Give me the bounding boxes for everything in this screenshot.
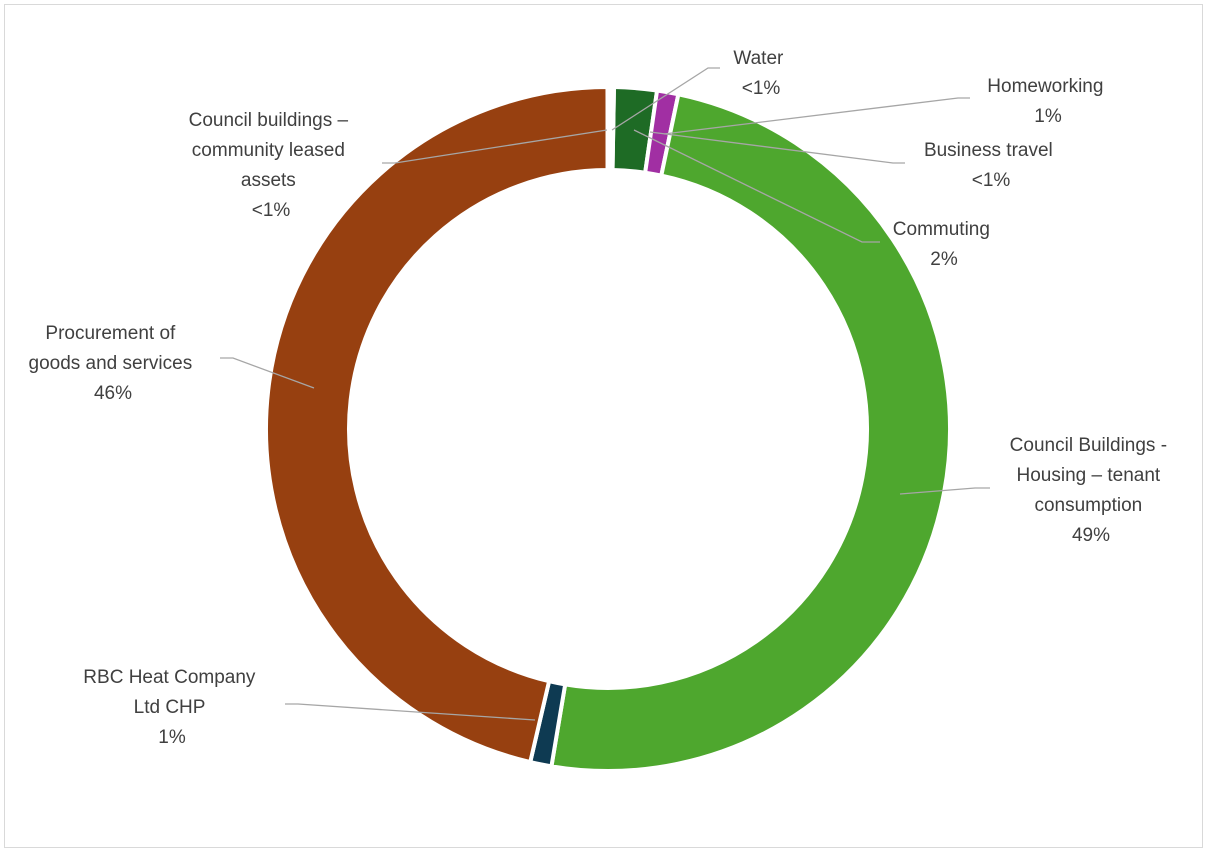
slice-procurement-of-goods-and-services (264, 84, 610, 765)
leader-line-community (382, 129, 608, 164)
leader-line-business-travel (649, 131, 905, 164)
slice-business-travel (608, 84, 617, 173)
label-homeworking: Homeworking 1% (987, 76, 1108, 127)
leader-line-housing (899, 487, 990, 495)
label-procurement: Procurement of goods and services 46% (29, 323, 198, 404)
leader-line-homeworking (663, 97, 970, 135)
leader-line-water (611, 67, 720, 131)
chart-frame (4, 4, 1203, 848)
label-business-travel: Business travel <1% (924, 140, 1058, 191)
label-housing: Council Buildings - Housing – tenant con… (1010, 435, 1173, 546)
label-commuting: Commuting 2% (893, 219, 995, 270)
label-rbc: RBC Heat Company Ltd CHP 1% (83, 667, 260, 748)
label-community: Council buildings – community leased ass… (189, 110, 354, 221)
slice-council-buildings-housing-tenant-consumption (549, 91, 952, 773)
leader-line-rbc (285, 703, 536, 721)
leader-line-commuting (633, 129, 880, 243)
label-water: Water <1% (733, 48, 788, 99)
leader-line-procurement (220, 357, 315, 389)
